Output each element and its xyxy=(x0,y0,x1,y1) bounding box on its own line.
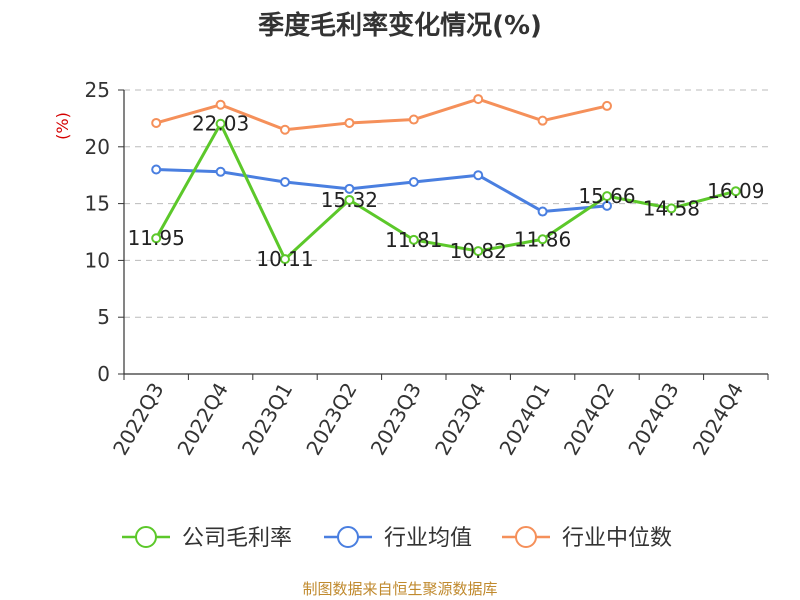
x-tick-label: 2024Q2 xyxy=(559,379,619,460)
axes: 0 5 10 15 20 25 2022Q3 2022Q4 2023Q1 2023Q2 2023Q3… xyxy=(85,78,769,460)
data-label: 14.58 xyxy=(643,196,700,220)
series-2 xyxy=(151,164,612,217)
series-line xyxy=(155,97,608,132)
data-point xyxy=(408,114,419,125)
series-line xyxy=(154,122,737,261)
data-point xyxy=(537,206,548,217)
data-label: 11.86 xyxy=(514,227,571,251)
data-point xyxy=(344,194,355,205)
x-tick-label: 2022Q4 xyxy=(172,379,232,460)
y-unit-label: (%) xyxy=(53,112,72,140)
y-tick-label: 15 xyxy=(85,192,110,216)
data-point xyxy=(215,118,226,129)
chart-title: 季度毛利率变化情况(%) xyxy=(258,10,542,41)
grid xyxy=(124,89,768,318)
data-point xyxy=(280,124,290,135)
data-label: 10.11 xyxy=(256,247,313,271)
data-point xyxy=(344,117,355,128)
series-3 xyxy=(151,94,612,135)
x-tick-label: 2024Q3 xyxy=(623,379,683,460)
data-point xyxy=(730,186,741,197)
legend-label: 行业中位数 xyxy=(562,526,672,551)
data-point xyxy=(344,183,355,194)
data-point xyxy=(666,203,677,214)
data-point xyxy=(280,254,290,265)
series-lines xyxy=(151,94,741,265)
data-label: 11.81 xyxy=(385,228,442,252)
data-label: 11.95 xyxy=(128,226,185,250)
x-tick-label: 2023Q1 xyxy=(237,379,297,460)
y-tick-label: 25 xyxy=(85,78,110,102)
data-label: 22.03 xyxy=(192,112,249,136)
y-tick-label: 20 xyxy=(85,135,110,159)
data-point xyxy=(473,170,484,181)
data-point xyxy=(215,166,226,177)
legend-swatch-marker xyxy=(515,526,537,548)
data-point xyxy=(473,246,484,257)
data-point xyxy=(151,117,162,128)
data-point xyxy=(537,115,548,126)
data-label: 16.09 xyxy=(707,179,764,203)
legend-label: 公司毛利率 xyxy=(182,526,292,551)
legend[interactable]: 公司毛利率 行业均值 行业中位数 xyxy=(122,526,672,551)
data-point xyxy=(602,100,612,111)
data-point xyxy=(151,233,162,244)
x-tick-label: 2024Q1 xyxy=(494,379,554,460)
data-point xyxy=(280,177,290,188)
data-point xyxy=(151,164,162,175)
data-label: 10.82 xyxy=(450,239,507,263)
x-tick-label: 2023Q3 xyxy=(366,379,426,460)
legend-swatch-marker xyxy=(337,526,359,548)
data-point xyxy=(215,99,226,110)
data-point xyxy=(602,200,612,211)
data-point xyxy=(473,94,484,105)
y-tick-label: 5 xyxy=(97,305,110,329)
y-tick-label: 10 xyxy=(85,248,110,272)
legend-item[interactable]: 公司毛利率 xyxy=(122,526,292,551)
x-tick-label: 2024Q4 xyxy=(688,379,748,460)
legend-item[interactable]: 行业均值 xyxy=(324,526,472,551)
x-tick-label: 2023Q4 xyxy=(430,379,490,460)
data-point xyxy=(602,191,612,202)
legend-label: 行业均值 xyxy=(384,526,472,551)
legend-item[interactable]: 行业中位数 xyxy=(502,526,672,551)
series-line xyxy=(156,168,608,214)
x-tick-label: 2022Q3 xyxy=(108,379,168,460)
legend-swatch-marker xyxy=(135,526,157,548)
data-point xyxy=(537,234,548,245)
data-point xyxy=(408,234,419,245)
data-label: 15.32 xyxy=(321,188,378,212)
data-labels: 11.95 22.03 10.11 15.32 11.81 10.82 11.86 15.66… xyxy=(128,112,765,271)
x-tick-label: 2023Q2 xyxy=(301,379,361,460)
data-point xyxy=(408,177,419,188)
data-label: 15.66 xyxy=(578,184,635,208)
source-note: 制图数据来自恒生聚源数据库 xyxy=(302,580,497,598)
series-1 xyxy=(151,118,741,265)
y-tick-label: 0 xyxy=(97,362,110,386)
